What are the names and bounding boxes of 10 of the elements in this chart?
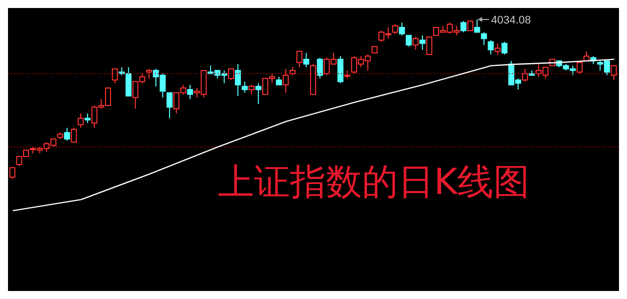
annotation: 4034.08 bbox=[491, 14, 531, 26]
candlestick bbox=[480, 32, 487, 46]
candlestick bbox=[234, 64, 241, 96]
candlestick bbox=[78, 112, 84, 128]
candlestick bbox=[316, 57, 323, 79]
candlestick bbox=[255, 82, 262, 104]
candlestick bbox=[242, 81, 248, 94]
text: 上证指数的日K线图 bbox=[218, 161, 530, 205]
candlestick bbox=[488, 40, 494, 56]
candlestick bbox=[303, 52, 310, 68]
